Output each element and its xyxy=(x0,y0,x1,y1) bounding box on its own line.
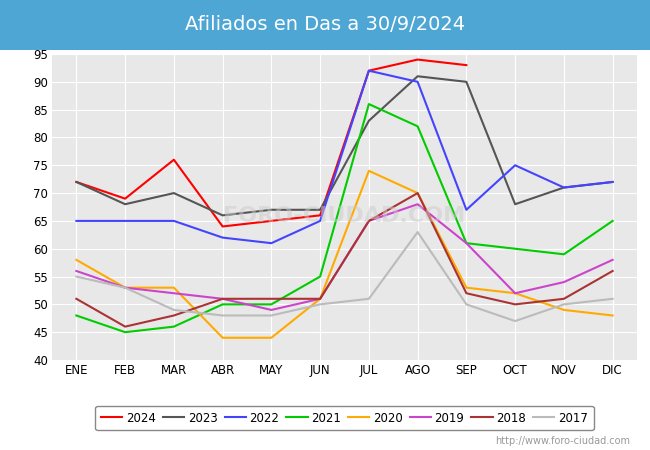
Text: http://www.foro-ciudad.com: http://www.foro-ciudad.com xyxy=(495,436,630,446)
Text: FORO-CIUDAD.COM: FORO-CIUDAD.COM xyxy=(224,206,465,226)
Legend: 2024, 2023, 2022, 2021, 2020, 2019, 2018, 2017: 2024, 2023, 2022, 2021, 2020, 2019, 2018… xyxy=(96,406,593,431)
Text: Afiliados en Das a 30/9/2024: Afiliados en Das a 30/9/2024 xyxy=(185,15,465,34)
